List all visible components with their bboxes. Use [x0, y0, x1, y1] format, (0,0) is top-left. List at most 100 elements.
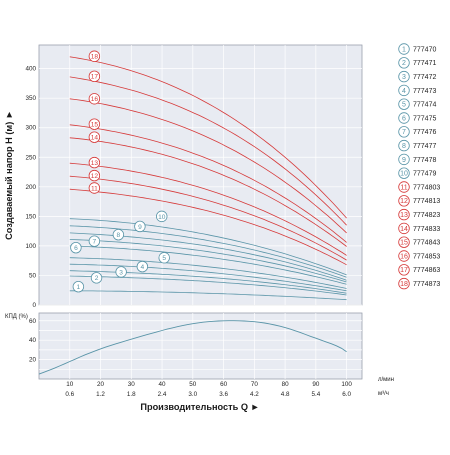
curve-label-number: 14: [91, 135, 99, 142]
curve-label-11: 11: [88, 182, 101, 194]
x-tick-lpm: 80: [282, 381, 290, 388]
efficiency-y-ticks: 20 40 60: [29, 318, 37, 364]
curve-label-number: 2: [95, 275, 99, 282]
x-tick-lpm: 20: [97, 381, 105, 388]
x-tick-lpm: 60: [220, 381, 228, 388]
legend-number: 6: [402, 115, 406, 122]
legend-circle: [398, 139, 410, 152]
head-y-ticks: 0 50 100 150 200 250 300 350 400: [25, 66, 36, 309]
legend-item-1: 1 777470: [398, 43, 436, 55]
head-y-tick: 200: [25, 184, 36, 191]
efficiency-grid: [39, 313, 362, 379]
legend-circle: [398, 250, 410, 262]
x-tick-m3h: 1.8: [127, 391, 136, 398]
x-ticks-lpm: 10 20 30 40 50 60 70 80 90 100: [66, 381, 352, 388]
curve-label-8: 8: [112, 228, 125, 241]
curve-label-circle: [115, 266, 127, 278]
legend-number: 14: [400, 226, 408, 233]
efficiency-curve: [38, 320, 347, 375]
legend: 1 777470 2 777471 3 777472 4 777473 5 777474 6 7774…: [398, 43, 440, 290]
legend-item-2: 2 777471: [398, 57, 436, 69]
curve-label-1: 1: [72, 280, 85, 293]
curve-label-circle: [88, 70, 101, 83]
curve-label-number: 1: [77, 284, 81, 291]
legend-code: 777470: [413, 46, 436, 53]
legend-circle: [398, 57, 410, 69]
legend-code: 777471: [413, 60, 436, 67]
head-curve-15: [69, 124, 347, 243]
x-tick-m3h: 0.6: [65, 391, 74, 398]
legend-number: 13: [400, 212, 408, 219]
legend-number: 7: [402, 129, 406, 136]
legend-circle: [398, 181, 410, 193]
legend-number: 5: [402, 102, 406, 109]
head-curve-9: [69, 225, 347, 278]
legend-item-11: 11 7774803: [398, 181, 440, 193]
head-curve-4: [69, 263, 347, 292]
curve-label-13: 13: [88, 156, 101, 169]
curve-label-number: 15: [91, 122, 99, 129]
legend-item-7: 7 777476: [398, 126, 436, 138]
x-unit-m3h: м³/ч: [378, 391, 389, 397]
curve-label-number: 11: [91, 185, 98, 192]
x-tick-m3h: 2.4: [158, 391, 167, 398]
head-curve-2: [69, 275, 347, 296]
head-y-tick: 50: [29, 272, 37, 279]
x-tick-lpm: 70: [251, 381, 259, 388]
efficiency-y-axis-title: КПД (%): [5, 314, 28, 320]
head-y-tick: 0: [32, 302, 36, 309]
x-tick-m3h: 4.8: [281, 391, 290, 398]
curve-label-number: 16: [91, 96, 99, 103]
x-tick-lpm: 100: [341, 381, 352, 388]
efficiency-y-tick: 20: [29, 357, 37, 364]
curve-label-circle: [88, 169, 101, 182]
curve-label-circle: [112, 228, 125, 241]
curve-label-number: 13: [91, 160, 99, 167]
curve-label-6: 6: [70, 241, 82, 254]
curve-label-circle: [88, 131, 101, 143]
curve-label-3: 3: [115, 266, 127, 278]
x-tick-m3h: 6.0: [342, 391, 351, 398]
efficiency-line: [38, 320, 347, 375]
curve-label-circle: [156, 210, 168, 223]
legend-circle: [398, 98, 410, 110]
head-curve-11: [69, 188, 347, 266]
curve-label-circle: [88, 93, 101, 105]
legend-item-6: 6 777475: [398, 112, 436, 124]
legend-number: 9: [402, 157, 406, 164]
head-curve-5: [69, 257, 347, 289]
legend-code: 7774863: [413, 267, 440, 274]
x-tick-lpm: 30: [128, 381, 136, 388]
x-ticks-m3h: 0.6 1.2 1.8 2.4 3.0 3.6 4.2 4.8 5.4 6.0: [65, 391, 351, 398]
head-curve-18: [69, 56, 347, 219]
legend-circle: [398, 70, 410, 83]
head-y-tick: 400: [25, 66, 36, 73]
legend-circle: [398, 236, 410, 248]
legend-item-3: 3 777472: [398, 70, 436, 83]
x-tick-lpm: 40: [159, 381, 167, 388]
curve-label-number: 12: [91, 173, 99, 180]
legend-circle: [398, 264, 410, 276]
legend-code: 777473: [413, 88, 436, 95]
legend-circle: [398, 153, 410, 166]
head-y-tick: 100: [25, 243, 36, 250]
efficiency-y-tick: 40: [29, 337, 37, 344]
legend-number: 10: [400, 171, 408, 178]
head-y-tick: 300: [25, 125, 36, 132]
curve-label-number: 4: [141, 264, 145, 271]
legend-number: 16: [400, 253, 408, 260]
legend-code: 7774833: [413, 226, 440, 233]
efficiency-plot-background: [38, 312, 363, 380]
head-y-tick: 250: [25, 154, 36, 161]
curve-label-circle: [88, 156, 101, 169]
curve-label-17: 17: [88, 70, 101, 83]
head-curve-6: [69, 245, 347, 285]
legend-item-10: 10 777479: [398, 167, 436, 179]
curve-label-12: 12: [88, 169, 101, 182]
legend-item-16: 16 7774853: [398, 250, 440, 262]
x-tick-m3h: 4.2: [250, 391, 259, 398]
curve-label-10: 10: [156, 210, 168, 223]
curve-label-circle: [88, 182, 101, 194]
head-curve-7: [69, 239, 347, 283]
